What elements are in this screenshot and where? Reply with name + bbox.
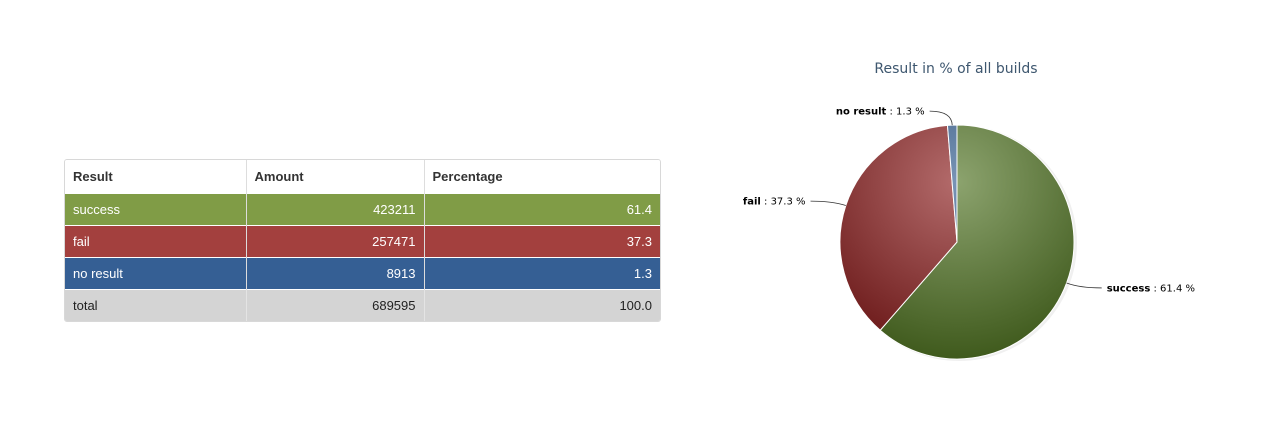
cell-amount: 257471 [246, 224, 425, 257]
cell-percentage: 1.3 [424, 256, 660, 289]
pie-slice-success[interactable] [879, 124, 1075, 360]
cell-amount: 8913 [246, 256, 425, 289]
cell-result: no result [65, 256, 247, 289]
cell-result: total [65, 288, 247, 321]
chart-title: Result in % of all builds [874, 61, 1037, 77]
table-row: no result 8913 1.3 [65, 256, 660, 289]
cell-percentage: 37.3 [424, 224, 660, 257]
cell-result: fail [65, 224, 247, 257]
table-header-row: Result Amount Percentage [65, 160, 660, 193]
header-amount: Amount [246, 160, 425, 193]
cell-amount: 423211 [246, 192, 425, 225]
pie-label-no-result: no result : 1.3 % [836, 107, 925, 118]
cell-result: success [65, 192, 247, 225]
label-connector [810, 200, 846, 206]
header-result: Result [65, 160, 247, 193]
table-row-total: total 689595 100.0 [65, 288, 660, 321]
table-row: success 423211 61.4 [65, 192, 660, 225]
header-percentage: Percentage [424, 160, 660, 193]
pie-slice-fail[interactable] [839, 124, 958, 331]
pie-label-success: success : 61.4 % [1107, 283, 1195, 294]
pie-slice-no-result[interactable] [946, 124, 958, 243]
cell-amount: 689595 [246, 288, 425, 321]
table-row: fail 257471 37.3 [65, 224, 660, 257]
pie-label-fail: fail : 37.3 % [743, 197, 806, 208]
results-table: Result Amount Percentage success 423211 … [65, 160, 660, 321]
cell-percentage: 100.0 [424, 288, 660, 321]
pie-chart: Result in % of all builds success : 61.4… [743, 61, 1195, 361]
label-connector [1066, 282, 1102, 289]
cell-percentage: 61.4 [424, 192, 660, 225]
label-connector [929, 110, 953, 126]
results-table-container: Result Amount Percentage success 423211 … [64, 159, 661, 322]
